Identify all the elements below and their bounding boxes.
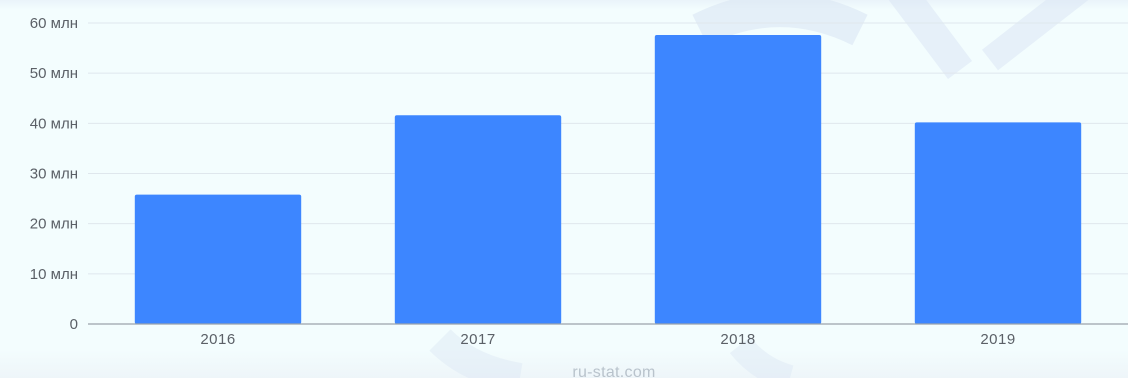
bars [134, 35, 1082, 324]
watermark-stroke-1 [888, 0, 972, 79]
x-tick-label: 2017 [460, 331, 495, 348]
y-tick-label: 40 млн [30, 115, 78, 132]
watermark-text: ru-stat.com [572, 364, 656, 378]
bar-2016 [134, 194, 302, 324]
y-tick-label: 20 млн [30, 216, 78, 233]
x-axis-tick-labels: 2016 2017 2018 2019 [200, 331, 1015, 348]
y-tick-label: 0 [70, 316, 78, 333]
y-axis-tick-labels: 0 10 млн 20 млн 30 млн 40 млн 50 млн 60 млн [30, 15, 78, 333]
watermark-arc [692, 0, 868, 46]
y-tick-label: 10 млн [30, 266, 78, 283]
x-tick-label: 2019 [980, 331, 1015, 348]
watermark-stroke-4 [729, 336, 794, 378]
bar-2018 [654, 35, 822, 324]
x-tick-label: 2018 [720, 331, 755, 348]
y-tick-label: 30 млн [30, 166, 78, 183]
y-tick-label: 60 млн [30, 15, 78, 32]
background-watermark-shapes [429, 0, 1088, 378]
watermark-stroke-3 [429, 329, 523, 378]
bar-2019 [914, 122, 1082, 324]
x-tick-label: 2016 [200, 331, 235, 348]
watermark-stroke-2 [982, 0, 1088, 71]
bar-2017 [394, 115, 562, 324]
y-tick-label: 50 млн [30, 65, 78, 82]
